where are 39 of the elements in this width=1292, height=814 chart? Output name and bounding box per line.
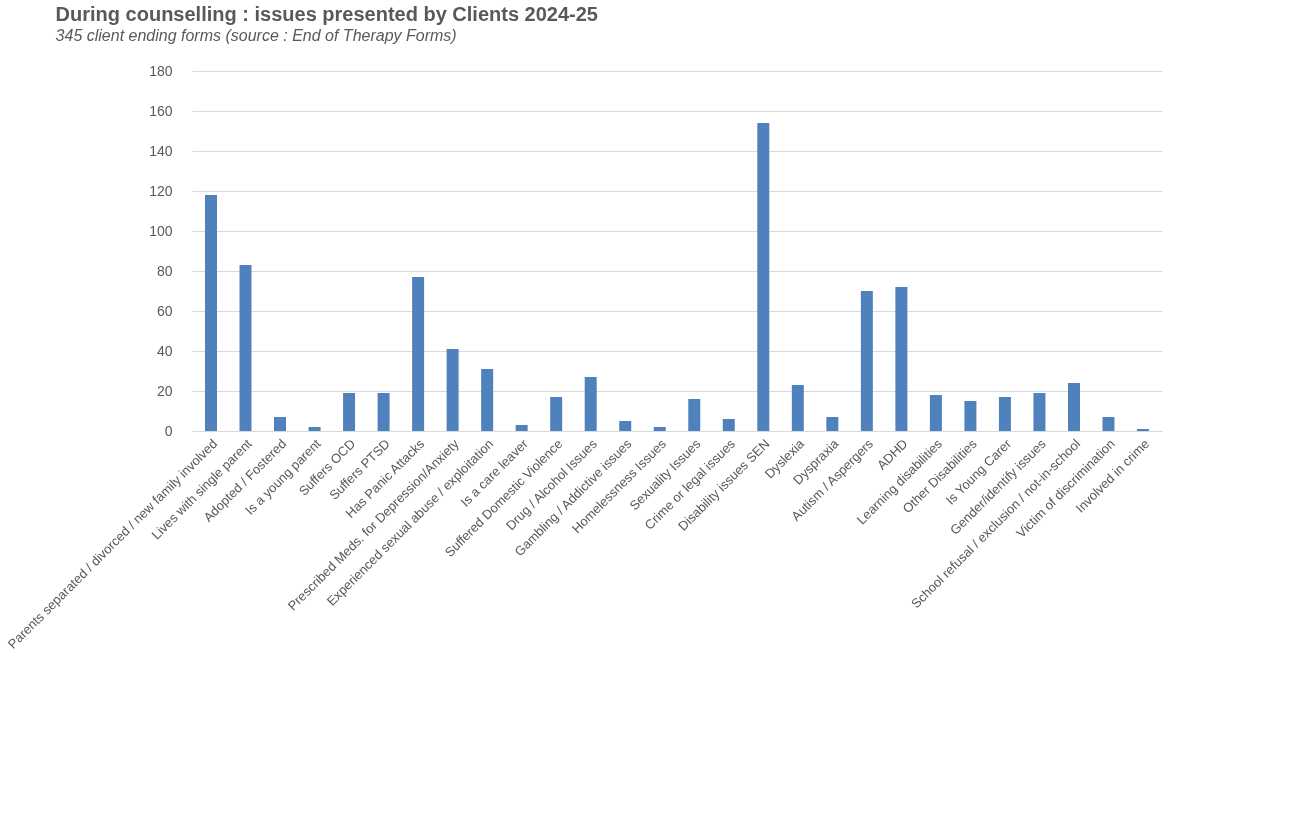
y-tick-label: 180 (149, 62, 173, 79)
bar (584, 377, 597, 431)
bar (1102, 417, 1115, 431)
bar (481, 369, 494, 431)
bar (619, 421, 632, 431)
bar (964, 401, 977, 431)
bar (929, 395, 942, 431)
bar (1067, 383, 1080, 431)
y-tick-label: 20 (156, 382, 173, 399)
bar (895, 287, 908, 431)
bar (653, 427, 666, 431)
chart-subtitle: 345 client ending forms (source : End of Therapy Forms) (55, 27, 457, 44)
bar (550, 397, 563, 431)
bar (998, 397, 1011, 431)
y-tick-label: 120 (149, 182, 173, 199)
bar (377, 393, 390, 431)
bar (204, 195, 217, 431)
bar (860, 291, 873, 431)
y-tick-label: 0 (164, 422, 173, 439)
bar (239, 265, 252, 431)
y-tick-label: 140 (149, 142, 173, 159)
bar (412, 277, 425, 431)
bar (826, 417, 839, 431)
bar (343, 393, 356, 431)
bar (1033, 393, 1046, 431)
bar (757, 123, 770, 431)
y-tick-label: 160 (149, 102, 173, 119)
y-tick-label: 80 (156, 262, 173, 279)
bar (515, 425, 528, 431)
bar (722, 419, 735, 431)
bar (308, 427, 321, 431)
bar (274, 417, 287, 431)
chart-title: During counselling : issues presented by Clients 2024-25 (55, 3, 598, 25)
y-tick-label: 60 (156, 302, 173, 319)
bar (791, 385, 804, 431)
y-tick-label: 100 (149, 222, 173, 239)
bar (446, 349, 459, 431)
y-tick-label: 40 (156, 342, 173, 359)
bar (688, 399, 701, 431)
